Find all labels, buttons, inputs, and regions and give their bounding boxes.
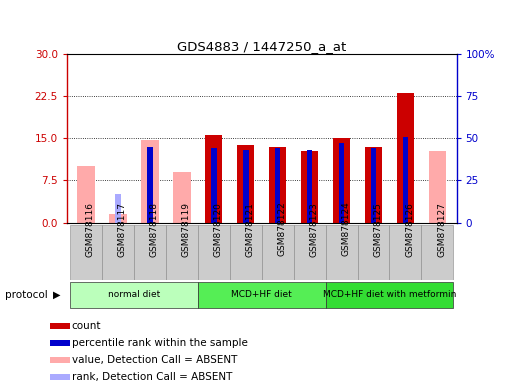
FancyBboxPatch shape xyxy=(198,282,326,308)
FancyBboxPatch shape xyxy=(70,225,102,280)
Bar xyxy=(307,150,312,223)
Bar xyxy=(333,138,350,223)
Text: GSM878123: GSM878123 xyxy=(309,202,319,257)
FancyBboxPatch shape xyxy=(389,225,421,280)
FancyBboxPatch shape xyxy=(262,225,293,280)
FancyBboxPatch shape xyxy=(198,225,230,280)
FancyBboxPatch shape xyxy=(326,282,453,308)
Bar xyxy=(275,148,281,223)
Bar xyxy=(77,166,95,223)
Text: count: count xyxy=(72,321,101,331)
Text: percentile rank within the sample: percentile rank within the sample xyxy=(72,338,248,348)
FancyBboxPatch shape xyxy=(293,225,326,280)
FancyBboxPatch shape xyxy=(166,225,198,280)
Bar xyxy=(397,93,414,223)
Text: GSM878117: GSM878117 xyxy=(118,202,127,257)
FancyBboxPatch shape xyxy=(358,225,389,280)
Bar xyxy=(237,145,254,223)
FancyBboxPatch shape xyxy=(134,225,166,280)
Bar xyxy=(428,151,446,223)
FancyBboxPatch shape xyxy=(421,225,453,280)
Text: GSM878127: GSM878127 xyxy=(438,202,446,257)
FancyBboxPatch shape xyxy=(102,225,134,280)
Text: GSM878125: GSM878125 xyxy=(373,202,383,257)
Bar xyxy=(269,147,286,223)
Text: GSM878121: GSM878121 xyxy=(246,202,254,257)
Bar xyxy=(243,150,248,223)
Bar xyxy=(403,137,408,223)
Text: GSM878116: GSM878116 xyxy=(86,202,95,257)
Text: value, Detection Call = ABSENT: value, Detection Call = ABSENT xyxy=(72,355,237,365)
Text: GSM878124: GSM878124 xyxy=(342,202,350,257)
Bar xyxy=(301,151,319,223)
Bar xyxy=(141,140,159,223)
Text: GSM878126: GSM878126 xyxy=(405,202,415,257)
Text: GSM878118: GSM878118 xyxy=(150,202,159,257)
FancyBboxPatch shape xyxy=(230,225,262,280)
Text: GSM878119: GSM878119 xyxy=(182,202,191,257)
Bar xyxy=(147,147,153,223)
Bar xyxy=(173,172,190,223)
Bar xyxy=(115,194,121,223)
FancyBboxPatch shape xyxy=(70,282,198,308)
Bar xyxy=(50,340,70,346)
Bar xyxy=(50,374,70,380)
Title: GDS4883 / 1447250_a_at: GDS4883 / 1447250_a_at xyxy=(177,40,346,53)
Text: GSM878122: GSM878122 xyxy=(278,202,287,257)
Bar xyxy=(109,214,127,223)
Bar xyxy=(50,357,70,362)
Text: protocol: protocol xyxy=(5,290,48,300)
Text: MCD+HF diet with metformin: MCD+HF diet with metformin xyxy=(323,290,456,299)
FancyBboxPatch shape xyxy=(326,225,358,280)
Bar xyxy=(365,147,382,223)
Text: ▶: ▶ xyxy=(53,290,61,300)
Text: normal diet: normal diet xyxy=(108,290,160,299)
Text: MCD+HF diet: MCD+HF diet xyxy=(231,290,292,299)
Bar xyxy=(211,148,216,223)
Text: rank, Detection Call = ABSENT: rank, Detection Call = ABSENT xyxy=(72,372,232,382)
Text: GSM878120: GSM878120 xyxy=(214,202,223,257)
Bar xyxy=(205,136,223,223)
Bar xyxy=(339,143,344,223)
Bar xyxy=(370,148,377,223)
Bar xyxy=(50,323,70,329)
